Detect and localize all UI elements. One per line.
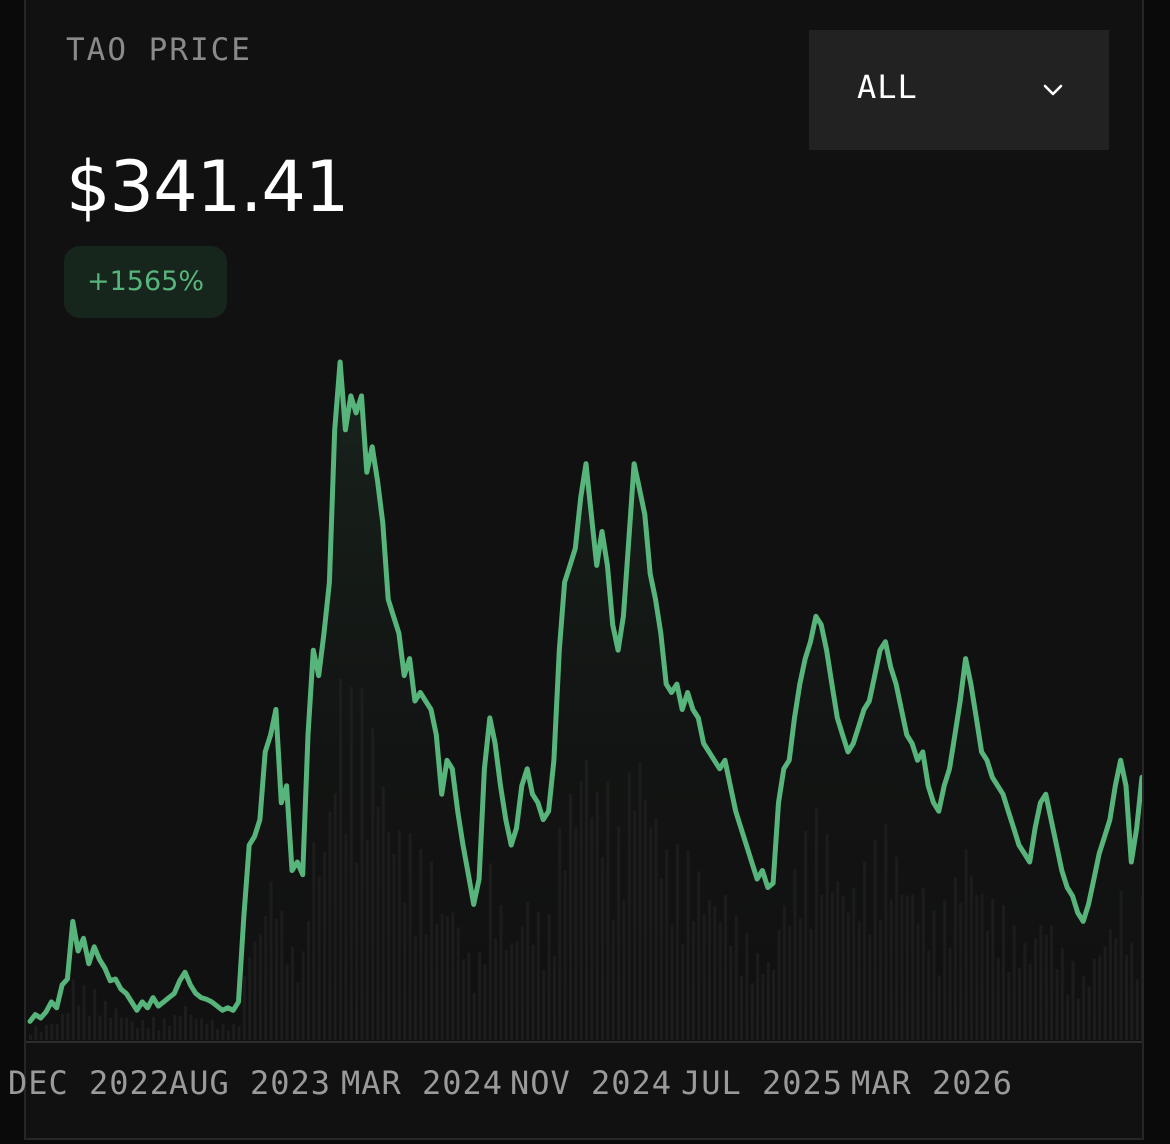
x-axis-line	[26, 1041, 1142, 1043]
x-tick-label: JUL 2025	[680, 1064, 844, 1102]
chart-title: TAO PRICE	[66, 32, 252, 68]
x-tick-label: MAR 2026	[850, 1064, 1014, 1102]
range-selected-label: ALL	[857, 68, 918, 106]
price-chart	[27, 359, 1142, 1040]
price-card: TAO PRICE $341.41 +1565% ALL DEC 2022 AUG…	[8, 0, 1144, 1140]
price-line	[27, 359, 1142, 1024]
chevron-down-icon	[1043, 84, 1063, 96]
x-tick-label: NOV 2024	[509, 1064, 673, 1102]
x-axis-labels: DEC 2022 AUG 2023 MAR 2024 NOV 2024 JUL 2025…	[8, 1064, 1142, 1124]
x-tick-label: MAR 2024	[340, 1064, 504, 1102]
price-area	[30, 362, 1142, 1040]
x-tick-label: DEC 2022	[7, 1064, 171, 1102]
change-badge: +1565%	[64, 246, 227, 318]
current-price: $341.41	[66, 146, 349, 228]
range-dropdown[interactable]: ALL	[809, 30, 1109, 150]
x-tick-label: AUG 2023	[168, 1064, 332, 1102]
